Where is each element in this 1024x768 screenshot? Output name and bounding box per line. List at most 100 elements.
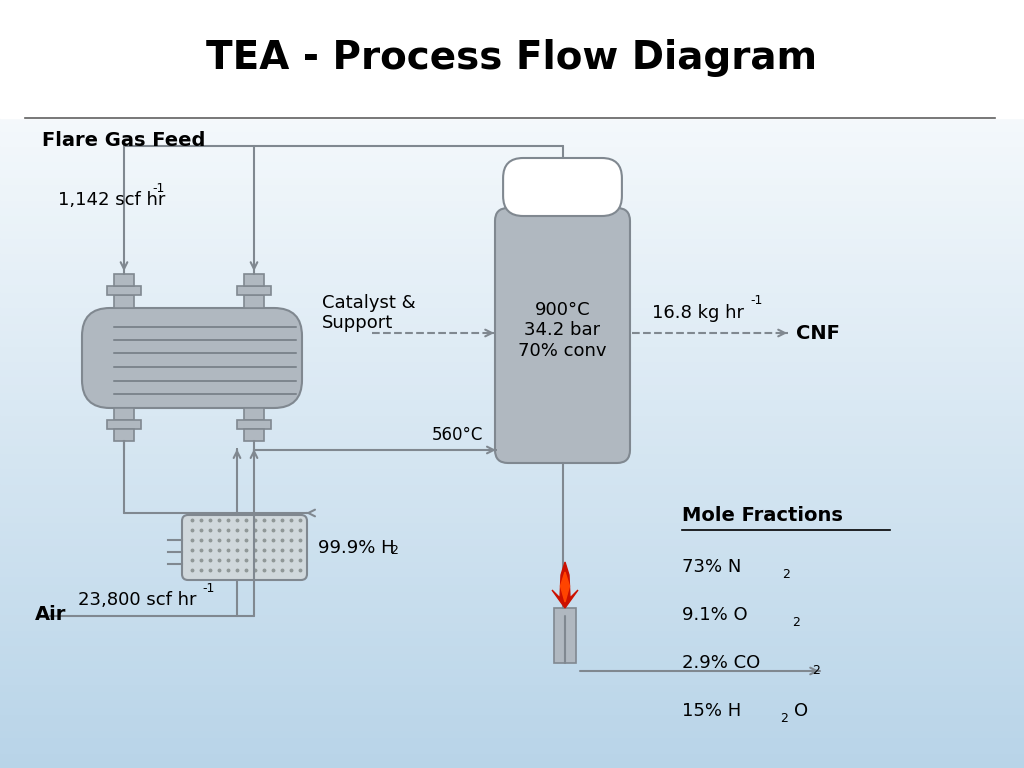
Bar xyxy=(0,445,1024,453)
Text: 2: 2 xyxy=(782,568,790,581)
Bar xyxy=(0,115,1024,123)
Bar xyxy=(0,707,1024,714)
Bar xyxy=(114,295,134,308)
Bar xyxy=(0,154,1024,161)
Text: 1,142 scf hr: 1,142 scf hr xyxy=(58,191,165,209)
Bar xyxy=(0,169,1024,177)
Bar xyxy=(0,92,1024,100)
Bar xyxy=(0,507,1024,515)
Bar xyxy=(244,429,264,441)
Bar xyxy=(0,760,1024,768)
Bar xyxy=(0,269,1024,276)
Bar xyxy=(0,468,1024,476)
Bar xyxy=(0,123,1024,131)
Bar xyxy=(0,223,1024,230)
Text: 2: 2 xyxy=(812,664,820,677)
Bar xyxy=(0,684,1024,691)
Bar xyxy=(0,200,1024,207)
Bar xyxy=(0,246,1024,253)
Bar xyxy=(0,453,1024,461)
Bar xyxy=(106,420,141,429)
FancyBboxPatch shape xyxy=(503,158,622,216)
Bar xyxy=(0,161,1024,169)
Bar xyxy=(0,538,1024,545)
Bar xyxy=(0,653,1024,660)
Bar xyxy=(0,499,1024,507)
Bar xyxy=(0,315,1024,323)
Bar xyxy=(0,292,1024,300)
Bar xyxy=(0,323,1024,330)
Bar xyxy=(106,286,141,295)
Bar xyxy=(0,392,1024,399)
Bar xyxy=(0,46,1024,54)
Bar xyxy=(0,668,1024,676)
Text: 2: 2 xyxy=(792,616,800,629)
Bar xyxy=(0,614,1024,622)
Text: O: O xyxy=(794,702,808,720)
Bar xyxy=(0,230,1024,238)
Text: 16.8 kg hr: 16.8 kg hr xyxy=(652,304,744,322)
Bar xyxy=(0,77,1024,84)
Bar xyxy=(0,522,1024,530)
Bar xyxy=(0,330,1024,338)
Text: 900°C
34.2 bar
70% conv: 900°C 34.2 bar 70% conv xyxy=(518,300,607,360)
Bar xyxy=(0,660,1024,668)
Text: Catalyst &
Support: Catalyst & Support xyxy=(322,293,416,333)
Bar xyxy=(0,276,1024,284)
Bar xyxy=(244,274,264,286)
Bar xyxy=(0,215,1024,223)
Bar xyxy=(0,576,1024,584)
Bar xyxy=(0,131,1024,138)
Bar xyxy=(0,722,1024,730)
Text: 9.1% O: 9.1% O xyxy=(682,606,748,624)
Bar xyxy=(0,622,1024,630)
Bar xyxy=(0,369,1024,376)
Bar xyxy=(0,438,1024,445)
Bar xyxy=(0,545,1024,553)
Text: Flare Gas Feed: Flare Gas Feed xyxy=(42,131,206,150)
Bar xyxy=(0,568,1024,576)
Bar xyxy=(0,599,1024,607)
Bar xyxy=(0,584,1024,591)
Bar xyxy=(0,238,1024,246)
Bar xyxy=(0,430,1024,438)
Text: Mole Fractions: Mole Fractions xyxy=(682,506,843,525)
Bar xyxy=(0,399,1024,407)
Text: 23,800 scf hr: 23,800 scf hr xyxy=(78,591,197,609)
Text: 73% N: 73% N xyxy=(682,558,741,576)
Bar xyxy=(0,177,1024,184)
Bar xyxy=(0,492,1024,499)
Bar xyxy=(0,54,1024,61)
Polygon shape xyxy=(560,572,569,602)
Bar xyxy=(0,31,1024,38)
Bar xyxy=(554,608,575,663)
FancyBboxPatch shape xyxy=(495,208,630,463)
Bar xyxy=(0,0,1024,8)
Bar xyxy=(0,108,1024,115)
Bar xyxy=(0,415,1024,422)
Text: 15% H: 15% H xyxy=(682,702,741,720)
Bar xyxy=(0,8,1024,15)
Bar xyxy=(114,274,134,286)
Bar xyxy=(0,207,1024,215)
Bar xyxy=(0,346,1024,353)
Bar xyxy=(0,338,1024,346)
Text: 2.9% CO: 2.9% CO xyxy=(682,654,760,672)
Bar xyxy=(0,100,1024,108)
Text: 560°C: 560°C xyxy=(432,426,483,444)
Bar xyxy=(0,645,1024,653)
Bar xyxy=(0,307,1024,315)
Bar xyxy=(0,38,1024,46)
Bar xyxy=(237,420,271,429)
Bar xyxy=(0,69,1024,77)
Bar xyxy=(0,261,1024,269)
Bar xyxy=(114,429,134,441)
Bar xyxy=(0,384,1024,392)
Text: CNF: CNF xyxy=(796,323,840,343)
Bar xyxy=(0,591,1024,599)
Bar xyxy=(0,376,1024,384)
Text: 99.9% H: 99.9% H xyxy=(318,539,394,557)
Bar xyxy=(244,295,264,308)
FancyBboxPatch shape xyxy=(182,515,307,580)
Bar xyxy=(0,146,1024,154)
